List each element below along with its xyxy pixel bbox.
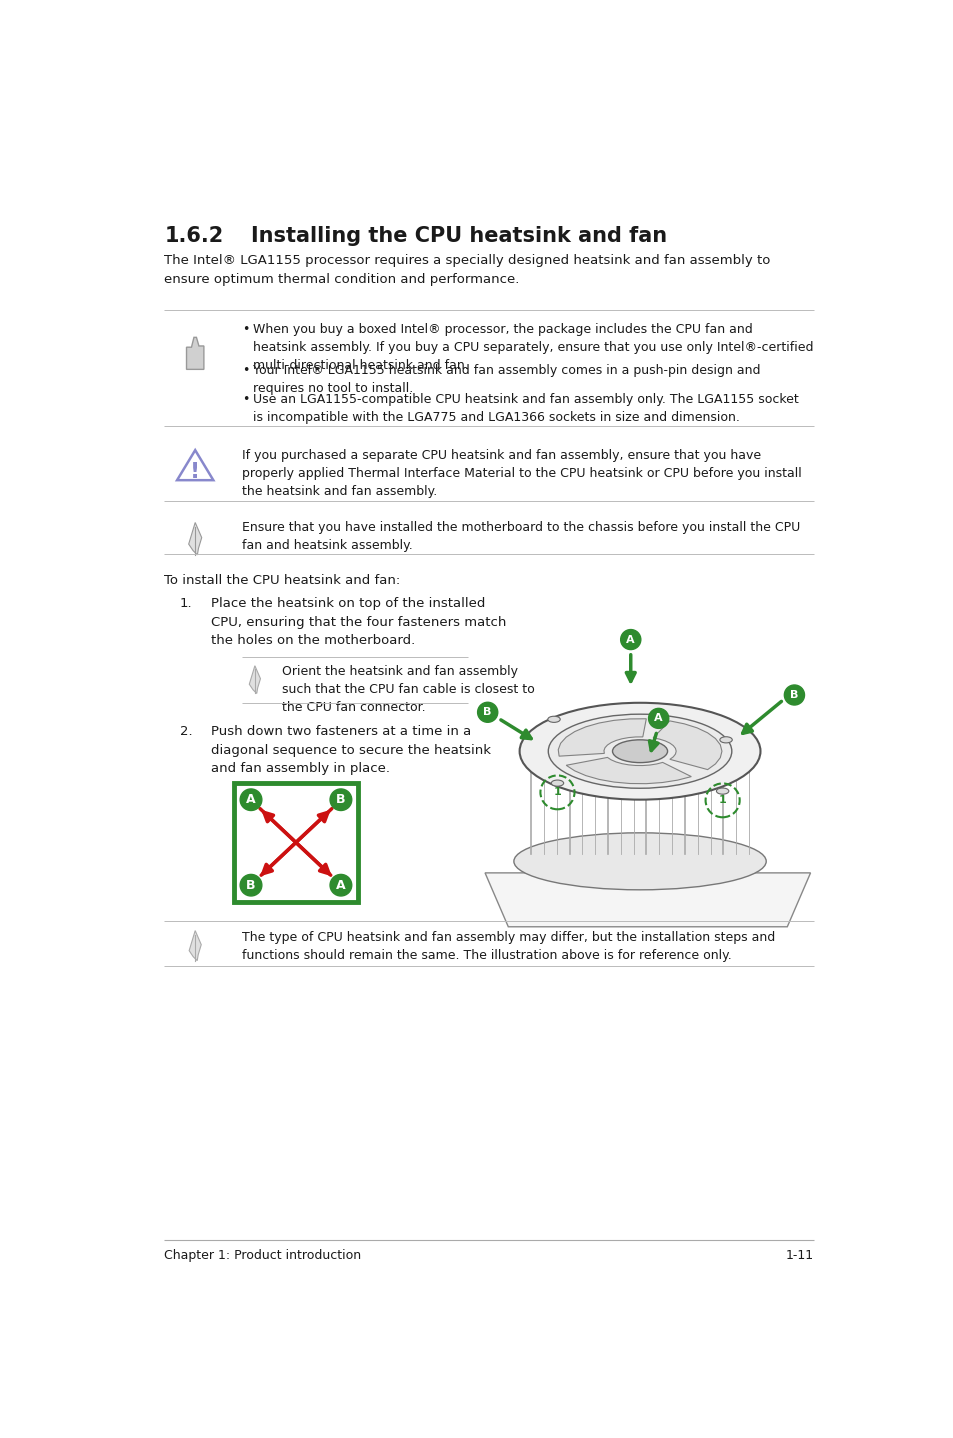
- Text: 1-11: 1-11: [784, 1250, 813, 1263]
- Circle shape: [477, 702, 497, 722]
- Polygon shape: [566, 758, 691, 784]
- Text: B: B: [789, 690, 798, 700]
- Ellipse shape: [548, 715, 731, 788]
- Text: Installing the CPU heatsink and fan: Installing the CPU heatsink and fan: [251, 226, 666, 246]
- Text: Chapter 1: Product introduction: Chapter 1: Product introduction: [164, 1250, 361, 1263]
- Ellipse shape: [519, 703, 760, 800]
- Text: !: !: [190, 462, 200, 482]
- Polygon shape: [558, 719, 645, 756]
- Ellipse shape: [612, 739, 667, 762]
- Text: 1.: 1.: [179, 597, 193, 610]
- Circle shape: [783, 684, 803, 705]
- Text: A: A: [246, 794, 255, 807]
- Text: A: A: [626, 634, 635, 644]
- Text: Your Intel® LGA1155 heatsink and fan assembly comes in a push-pin design and
req: Your Intel® LGA1155 heatsink and fan ass…: [253, 364, 760, 395]
- FancyBboxPatch shape: [233, 782, 357, 902]
- Text: To install the CPU heatsink and fan:: To install the CPU heatsink and fan:: [164, 574, 400, 587]
- Text: B: B: [246, 879, 255, 892]
- Text: Push down two fasteners at a time in a
diagonal sequence to secure the heatsink
: Push down two fasteners at a time in a d…: [211, 725, 490, 775]
- Ellipse shape: [716, 788, 728, 794]
- Text: •: •: [241, 364, 249, 377]
- Text: The type of CPU heatsink and fan assembly may differ, but the installation steps: The type of CPU heatsink and fan assembl…: [241, 930, 774, 962]
- Polygon shape: [249, 666, 260, 693]
- Text: Place the heatsink on top of the installed
CPU, ensuring that the four fasteners: Place the heatsink on top of the install…: [211, 597, 505, 647]
- Text: When you buy a boxed Intel® processor, the package includes the CPU fan and
heat: When you buy a boxed Intel® processor, t…: [253, 324, 812, 372]
- Text: •: •: [241, 393, 249, 406]
- Ellipse shape: [514, 833, 765, 890]
- Text: B: B: [335, 794, 345, 807]
- Text: Orient the heatsink and fan assembly
such that the CPU fan cable is closest to
t: Orient the heatsink and fan assembly suc…: [282, 664, 535, 715]
- Circle shape: [620, 630, 640, 650]
- Ellipse shape: [720, 736, 732, 743]
- Ellipse shape: [551, 779, 563, 787]
- Text: A: A: [654, 713, 662, 723]
- Text: If you purchased a separate CPU heatsink and fan assembly, ensure that you have
: If you purchased a separate CPU heatsink…: [241, 449, 801, 498]
- Circle shape: [240, 874, 261, 896]
- Text: 1: 1: [553, 788, 560, 797]
- Text: 1: 1: [718, 795, 726, 805]
- Polygon shape: [653, 720, 721, 769]
- Circle shape: [330, 789, 352, 811]
- Text: A: A: [335, 879, 345, 892]
- Text: 2.: 2.: [179, 725, 193, 738]
- Ellipse shape: [547, 716, 559, 722]
- Circle shape: [648, 709, 668, 729]
- Polygon shape: [189, 522, 201, 555]
- Circle shape: [330, 874, 352, 896]
- Polygon shape: [187, 338, 204, 370]
- Circle shape: [240, 789, 261, 811]
- Text: The Intel® LGA1155 processor requires a specially designed heatsink and fan asse: The Intel® LGA1155 processor requires a …: [164, 255, 770, 286]
- Polygon shape: [484, 873, 810, 926]
- Text: 1.6.2: 1.6.2: [164, 226, 223, 246]
- Polygon shape: [189, 930, 201, 961]
- Text: Ensure that you have installed the motherboard to the chassis before you install: Ensure that you have installed the mothe…: [241, 521, 800, 552]
- Polygon shape: [177, 450, 213, 480]
- Text: B: B: [483, 707, 492, 718]
- Text: Use an LGA1155-compatible CPU heatsink and fan assembly only. The LGA1155 socket: Use an LGA1155-compatible CPU heatsink a…: [253, 393, 798, 424]
- Text: •: •: [241, 324, 249, 336]
